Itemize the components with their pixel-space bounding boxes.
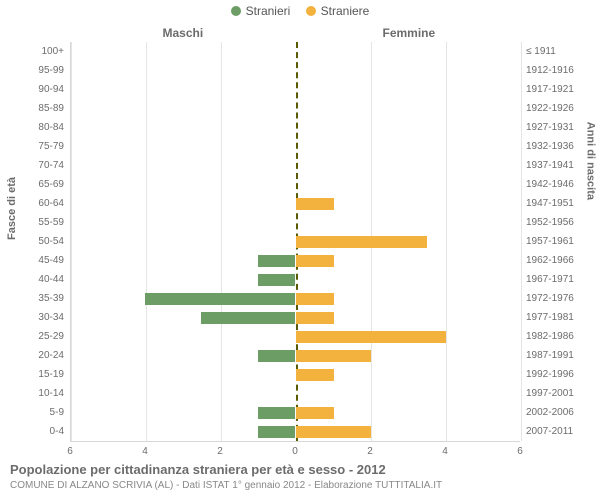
bar-female <box>296 312 334 324</box>
bar-female <box>296 236 427 248</box>
age-label: 0-4 <box>0 426 64 438</box>
y-axis-title-right: Anni di nascita <box>584 122 596 200</box>
age-label: 75-79 <box>0 141 64 153</box>
bar-male <box>258 350 296 362</box>
header-females: Femmine <box>383 26 436 40</box>
bar-female <box>296 293 334 305</box>
year-label: 1952-1956 <box>526 217 574 229</box>
age-label: 5-9 <box>0 407 64 419</box>
age-label: 80-84 <box>0 122 64 134</box>
bar-female <box>296 407 334 419</box>
x-tick-label: 4 <box>142 446 148 457</box>
gridline <box>221 42 222 441</box>
year-label: 1982-1986 <box>526 331 574 343</box>
age-label: 85-89 <box>0 103 64 115</box>
year-label: 1947-1951 <box>526 198 574 210</box>
age-label: 95-99 <box>0 65 64 77</box>
gridline <box>71 42 72 441</box>
age-label: 20-24 <box>0 350 64 362</box>
age-label: 35-39 <box>0 293 64 305</box>
year-label: ≤ 1911 <box>526 46 556 58</box>
year-label: 1977-1981 <box>526 312 574 324</box>
year-label: 2007-2011 <box>526 426 573 438</box>
x-tick-label: 0 <box>292 446 298 457</box>
age-label: 30-34 <box>0 312 64 324</box>
x-tick-label: 6 <box>517 446 523 457</box>
year-label: 2002-2006 <box>526 407 574 419</box>
bar-female <box>296 255 334 267</box>
year-label: 1917-1921 <box>526 84 574 96</box>
x-tick-label: 4 <box>442 446 448 457</box>
caption-title: Popolazione per cittadinanza straniera p… <box>10 462 386 477</box>
year-label: 1912-1916 <box>526 65 574 77</box>
year-label: 1927-1931 <box>526 122 574 134</box>
gridline <box>146 42 147 441</box>
age-label: 90-94 <box>0 84 64 96</box>
plot-area <box>70 42 520 442</box>
legend-female-label: Straniere <box>321 4 370 18</box>
age-label: 50-54 <box>0 236 64 248</box>
age-label: 10-14 <box>0 388 64 400</box>
header-males: Maschi <box>163 26 204 40</box>
year-label: 1932-1936 <box>526 141 574 153</box>
bar-female <box>296 198 334 210</box>
bar-female <box>296 369 334 381</box>
legend-female-swatch <box>306 6 316 16</box>
age-label: 15-19 <box>0 369 64 381</box>
population-pyramid-chart: Stranieri Straniere Maschi Femmine Fasce… <box>0 0 600 500</box>
bar-female <box>296 426 371 438</box>
year-label: 1972-1976 <box>526 293 574 305</box>
age-label: 100+ <box>0 46 64 58</box>
year-label: 1962-1966 <box>526 255 574 267</box>
bar-male <box>201 312 295 324</box>
age-label: 40-44 <box>0 274 64 286</box>
age-label: 60-64 <box>0 198 64 210</box>
bar-female <box>296 331 446 343</box>
legend-male-swatch <box>231 6 241 16</box>
bar-male <box>258 426 296 438</box>
bar-male <box>145 293 295 305</box>
year-label: 1987-1991 <box>526 350 574 362</box>
year-label: 1922-1926 <box>526 103 574 115</box>
age-label: 45-49 <box>0 255 64 267</box>
gridline <box>521 42 522 441</box>
legend: Stranieri Straniere <box>0 4 600 19</box>
gridline <box>446 42 447 441</box>
age-label: 65-69 <box>0 179 64 191</box>
year-label: 1992-1996 <box>526 369 574 381</box>
legend-male: Stranieri <box>231 4 291 18</box>
year-label: 1967-1971 <box>526 274 574 286</box>
x-tick-label: 2 <box>217 446 223 457</box>
age-label: 55-59 <box>0 217 64 229</box>
bar-male <box>258 274 296 286</box>
bar-male <box>258 407 296 419</box>
bar-female <box>296 350 371 362</box>
x-tick-label: 6 <box>67 446 73 457</box>
age-label: 25-29 <box>0 331 64 343</box>
year-label: 1937-1941 <box>526 160 574 172</box>
caption-subtitle: COMUNE DI ALZANO SCRIVIA (AL) - Dati IST… <box>10 480 442 491</box>
age-label: 70-74 <box>0 160 64 172</box>
x-tick-label: 2 <box>367 446 373 457</box>
legend-male-label: Stranieri <box>246 4 291 18</box>
year-label: 1997-2001 <box>526 388 574 400</box>
year-label: 1957-1961 <box>526 236 574 248</box>
year-label: 1942-1946 <box>526 179 574 191</box>
legend-female: Straniere <box>306 4 370 18</box>
bar-male <box>258 255 296 267</box>
